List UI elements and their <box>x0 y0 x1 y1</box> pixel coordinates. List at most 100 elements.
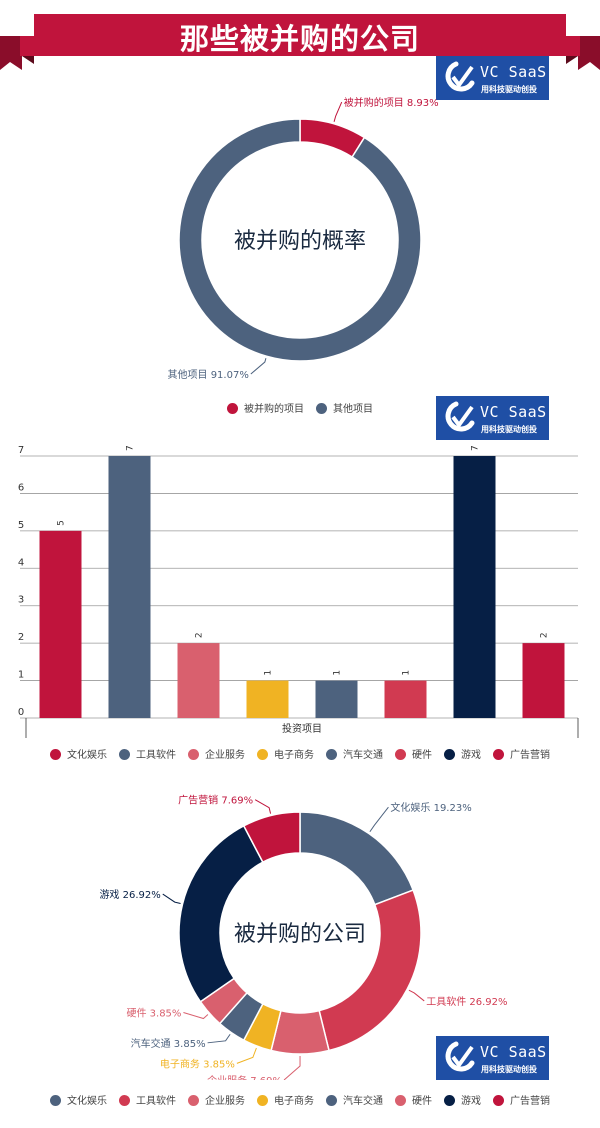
logo-tagline: 用科技驱动创投 <box>481 1065 537 1074</box>
y-tick-label: 0 <box>18 707 24 718</box>
investment-category-bar-chart: 0 1 2 3 4 5 6 7 投资项目 5 7 2 1 1 1 7 2 <box>18 445 579 738</box>
legend-marker <box>316 403 327 414</box>
legend-item[interactable]: 汽车交通 <box>326 746 383 761</box>
bar-chart-legend: 文化娱乐 工具软件 企业服务 电子商务 汽车交通 硬件 游戏 广告营销 <box>0 746 600 761</box>
bar <box>108 456 151 718</box>
legend-marker <box>188 749 199 760</box>
legend-marker <box>395 749 406 760</box>
y-tick-label: 1 <box>18 670 24 681</box>
slice-label-line <box>183 1012 209 1020</box>
bar-value-label: 1 <box>402 670 412 676</box>
legend-item[interactable]: 电子商务 <box>257 1092 314 1107</box>
bar <box>315 680 358 718</box>
legend-marker <box>227 403 238 414</box>
brand-logo: VC SaaS 用科技驱动创投 <box>436 1036 549 1080</box>
legend-label: 硬件 <box>412 1096 432 1107</box>
logo-tagline: 用科技驱动创投 <box>481 85 537 94</box>
legend-item[interactable]: 电子商务 <box>257 746 314 761</box>
bar-value-label: 7 <box>126 445 136 451</box>
slice-label-line <box>162 893 181 905</box>
legend-label: 被并购的项目 <box>244 404 304 415</box>
bar-value-label: 7 <box>471 445 481 451</box>
legend-marker <box>326 749 337 760</box>
legend-item[interactable]: 广告营销 <box>493 746 550 761</box>
donut-slice <box>299 118 366 159</box>
legend-label: 广告营销 <box>510 1096 550 1107</box>
acquisition-probability-donut-chart: 被并购的项目 8.93% 其他项目 91.07% 被并购的概率 <box>168 96 439 381</box>
legend-label: 游戏 <box>461 750 481 761</box>
slice-label-line <box>333 101 343 122</box>
donut-center-label: 被并购的公司 <box>234 922 366 947</box>
legend-item[interactable]: 游戏 <box>444 1092 481 1107</box>
donut-center-label: 被并购的概率 <box>234 229 366 254</box>
slice-label-line <box>250 358 267 375</box>
brand-logo: VC SaaS 用科技驱动创投 <box>436 56 549 100</box>
legend-item[interactable]: 汽车交通 <box>326 1092 383 1107</box>
legend-marker <box>326 1095 337 1106</box>
legend-item[interactable]: 工具软件 <box>119 1092 176 1107</box>
slice-label-line <box>207 1033 231 1044</box>
y-tick-label: 7 <box>18 445 24 456</box>
slice-label: 广告营销 7.69% <box>178 794 253 807</box>
legend-label: 广告营销 <box>510 750 550 761</box>
bar <box>522 643 565 718</box>
y-tick-label: 3 <box>18 595 24 606</box>
legend-label: 汽车交通 <box>343 1096 383 1107</box>
y-tick-label: 6 <box>18 482 24 493</box>
bar <box>246 680 289 718</box>
y-tick-label: 2 <box>18 632 24 643</box>
legend-item[interactable]: 被并购的项目 <box>227 400 304 415</box>
bar <box>177 643 220 718</box>
donut-slice <box>299 811 415 906</box>
acquired-companies-legend: 文化娱乐 工具软件 企业服务 电子商务 汽车交通 硬件 游戏 广告营销 <box>0 1092 600 1107</box>
legend-item[interactable]: 其他项目 <box>316 400 373 415</box>
donut-slice <box>242 811 301 864</box>
slice-label: 文化娱乐 19.23% <box>390 801 471 814</box>
logo-name: VC SaaS <box>480 403 547 421</box>
legend-item[interactable]: 工具软件 <box>119 746 176 761</box>
legend-label: 企业服务 <box>205 750 245 761</box>
legend-marker <box>119 1095 130 1106</box>
legend-label: 电子商务 <box>274 1096 314 1107</box>
slice-label: 游戏 26.92% <box>99 888 160 901</box>
acquisition-probability-legend: 被并购的项目 其他项目 <box>0 400 600 415</box>
vc-saas-logo-icon <box>445 1041 475 1072</box>
donut-slice <box>318 889 422 1052</box>
legend-item[interactable]: 文化娱乐 <box>50 1092 107 1107</box>
title-banner: 那些被并购的公司 <box>0 12 600 72</box>
legend-marker <box>188 1095 199 1106</box>
slice-label-line <box>408 989 425 1002</box>
legend-marker <box>395 1095 406 1106</box>
bar-value-label: 2 <box>195 632 205 638</box>
legend-item[interactable]: 游戏 <box>444 746 481 761</box>
logo-name: VC SaaS <box>480 63 547 81</box>
slice-label-line <box>254 799 272 814</box>
logo-name: VC SaaS <box>480 1043 547 1061</box>
legend-marker <box>50 749 61 760</box>
bar-value-label: 2 <box>540 632 550 638</box>
legend-marker <box>50 1095 61 1106</box>
slice-label: 汽车交通 3.85% <box>131 1037 206 1050</box>
vc-saas-logo-icon <box>445 61 475 92</box>
legend-label: 硬件 <box>412 750 432 761</box>
slice-label-line <box>369 806 389 833</box>
legend-label: 游戏 <box>461 1096 481 1107</box>
brand-logo: VC SaaS 用科技驱动创投 <box>436 396 549 440</box>
bar-value-label: 1 <box>264 670 274 676</box>
legend-item[interactable]: 企业服务 <box>188 1092 245 1107</box>
acquired-companies-donut-chart: 文化娱乐 19.23% 工具软件 26.92% 企业服务 7.69% 电子商务 3.8… <box>99 794 508 1080</box>
legend-item[interactable]: 广告营销 <box>493 1092 550 1107</box>
legend-label: 汽车交通 <box>343 750 383 761</box>
legend-item[interactable]: 文化娱乐 <box>50 746 107 761</box>
legend-item[interactable]: 硬件 <box>395 1092 432 1107</box>
slice-label: 电子商务 3.85% <box>160 1057 235 1070</box>
legend-marker <box>257 1095 268 1106</box>
y-tick-label: 5 <box>18 520 24 531</box>
legend-marker <box>257 749 268 760</box>
slice-label: 其他项目 91.07% <box>168 368 249 381</box>
legend-marker <box>444 749 455 760</box>
slice-label: 硬件 3.85% <box>126 1008 181 1020</box>
legend-item[interactable]: 硬件 <box>395 746 432 761</box>
legend-item[interactable]: 企业服务 <box>188 746 245 761</box>
x-axis-label: 投资项目 <box>282 722 322 735</box>
